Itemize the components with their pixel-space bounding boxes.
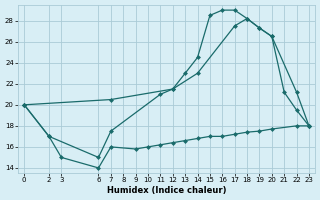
- X-axis label: Humidex (Indice chaleur): Humidex (Indice chaleur): [107, 186, 226, 195]
